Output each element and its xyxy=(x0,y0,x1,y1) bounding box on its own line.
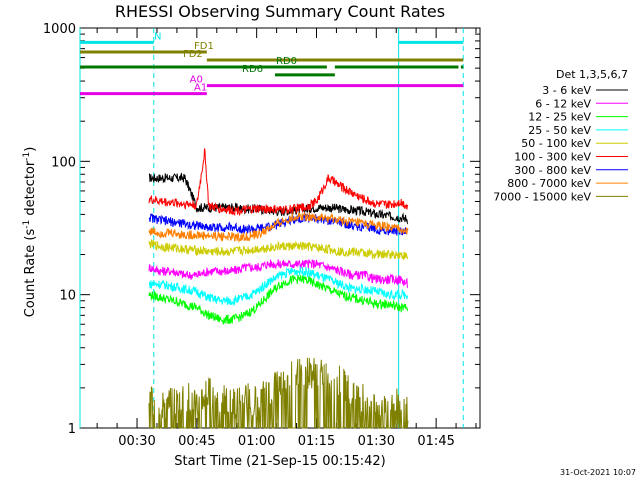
series-line-3 xyxy=(148,266,409,307)
y-tick-label: 100 xyxy=(51,155,76,170)
state-label-FD2: FD2 xyxy=(183,49,203,60)
data-series xyxy=(148,148,409,429)
legend-entry-label: 12 - 25 keV xyxy=(528,111,591,124)
x-tick-label: 00:45 xyxy=(178,434,215,449)
series-line-7 xyxy=(148,211,409,243)
x-axis-label: Start Time (21-Sep-15 00:15:42) xyxy=(174,454,385,469)
y-tick-labels: 1 10 100 1000 xyxy=(43,22,76,437)
x-tick-label: 01:15 xyxy=(298,434,335,449)
legend-entry-label: 25 - 50 keV xyxy=(528,124,591,137)
series-line-8 xyxy=(148,357,409,429)
x-tick-labels: 00:30 00:45 01:00 01:15 01:30 01:45 xyxy=(118,434,455,449)
timestamp: 31-Oct-2021 10:07 xyxy=(560,468,636,477)
axis-ticks xyxy=(80,27,480,429)
series-line-4 xyxy=(148,239,409,260)
state-label-N: N xyxy=(154,31,161,42)
x-tick-label: 01:45 xyxy=(417,434,454,449)
x-tick-label: 01:00 xyxy=(238,434,275,449)
legend-entry-label: 50 - 100 keV xyxy=(521,137,591,150)
legend-entry-label: 100 - 300 keV xyxy=(514,151,591,164)
x-tick-label: 00:30 xyxy=(118,434,155,449)
y-tick-label: 1000 xyxy=(43,22,76,37)
state-label-FD1: FD1 xyxy=(194,41,214,52)
legend-entry-label: 3 - 6 keV xyxy=(542,84,591,97)
state-label-A0: A0 xyxy=(190,75,203,86)
legend-entry-label: 800 - 7000 keV xyxy=(507,177,591,190)
y-tick-label: 10 xyxy=(59,289,76,304)
state-label-RD6: RD6 xyxy=(242,64,263,75)
chart-title: RHESSI Observing Summary Count Rates xyxy=(115,2,445,21)
y-axis-label: Count Rate (s-1 detector-1) xyxy=(22,147,38,318)
state-label-A1: A1 xyxy=(194,83,207,94)
x-tick-label: 01:30 xyxy=(358,434,395,449)
plot-frame xyxy=(79,27,481,429)
series-line-1 xyxy=(148,259,409,289)
state-label-RD0: RD0 xyxy=(276,56,297,67)
series-line-0 xyxy=(148,172,409,225)
legend-entry-label: 6 - 12 keV xyxy=(535,97,591,110)
y-tick-label: 1 xyxy=(68,422,76,437)
legend-entry-label: 300 - 800 keV xyxy=(514,164,591,177)
series-line-5 xyxy=(148,148,409,217)
legend-title: Det 1,3,5,6,7 xyxy=(556,68,628,81)
series-line-2 xyxy=(148,274,409,325)
legend-entry-label: 7000 - 15000 keV xyxy=(493,190,591,203)
